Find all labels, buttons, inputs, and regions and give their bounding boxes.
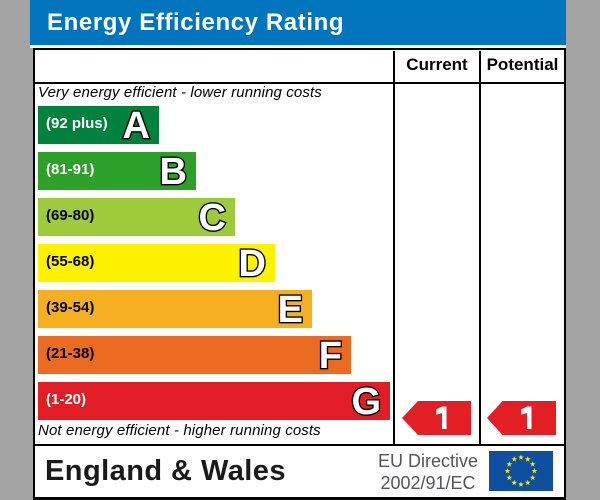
svg-text:A: A [123,105,150,147]
svg-text:D: D [239,243,266,285]
svg-text:B: B [160,151,187,193]
svg-text:C: C [199,197,226,239]
svg-text:F: F [319,335,342,377]
svg-text:G: G [351,381,381,423]
svg-text:E: E [278,289,303,331]
